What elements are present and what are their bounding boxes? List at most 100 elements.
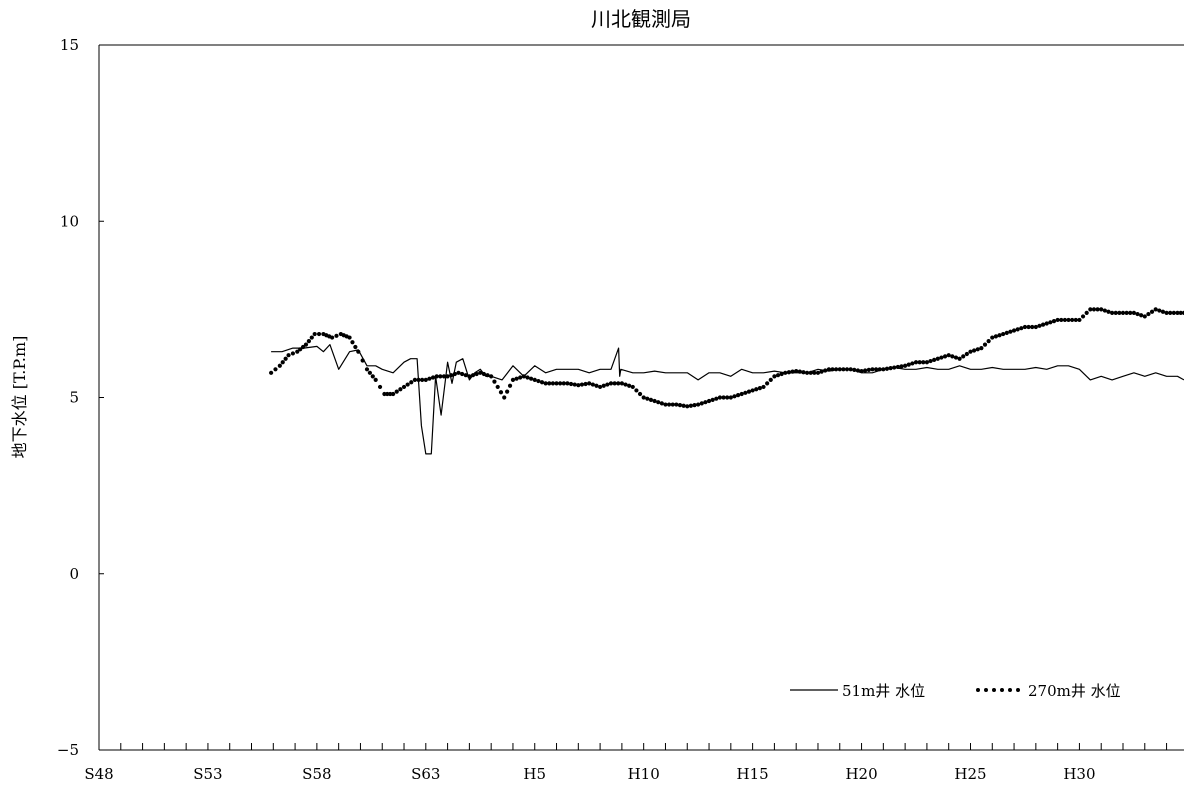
series-point-270m [525,375,530,380]
series-point-270m [841,367,846,372]
series-point-270m [587,381,592,386]
series-point-270m [870,367,875,372]
series-point-270m [939,355,944,360]
series-point-270m [888,366,893,371]
series-point-270m [470,373,476,378]
series-point-270m [269,370,274,375]
series-point-270m [1139,313,1144,318]
series-point-270m [280,360,285,365]
series-point-270m [576,383,581,388]
series-point-270m [539,380,545,385]
series-point-270m [692,403,697,408]
series-point-270m [356,349,361,354]
series-point-270m [521,374,526,379]
series-point-270m [505,389,510,394]
series-point-270m [990,335,995,340]
series-point-270m [942,354,948,359]
series-point-270m [416,377,421,382]
series-point-270m [532,377,537,382]
series-point-270m [283,356,288,361]
series-point-270m [866,367,871,372]
series-point-270m [452,371,457,377]
series-point-270m [739,391,744,397]
series-point-270m [290,351,296,356]
series-point-270m [968,349,973,354]
series-point-270m [627,383,632,388]
series-point-270m [529,376,534,381]
series-point-270m [561,381,566,386]
series-point-270m [1026,324,1031,330]
series-point-270m [1001,331,1006,337]
series-point-270m [786,370,792,375]
series-point-270m [895,364,900,370]
series-point-270m [1066,317,1071,323]
series-point-270m [312,331,317,337]
series-point-270m [823,368,828,373]
series-point-270m [706,398,712,404]
series-point-270m [641,395,646,400]
series-point-270m [663,402,668,407]
series-point-270m [677,403,683,408]
series-point-270m [1059,317,1064,323]
series-point-270m [1004,330,1009,335]
series-point-270m [732,394,737,399]
series-point-270m [583,381,588,387]
series-point-270m [608,381,614,386]
series-point-270m [1153,307,1158,312]
series-point-270m [903,363,908,368]
series-point-270m [768,377,773,382]
series-point-270m [717,395,723,400]
series-point-270m [434,374,439,379]
series-point-270m [1160,309,1166,314]
series-point-270m [775,373,781,378]
series-point-270m [783,370,788,375]
series-point-270m [986,339,991,344]
series-point-270m [273,367,278,372]
series-point-270m [1048,320,1053,325]
series-point-270m [489,374,494,379]
series-point-270m [1033,324,1038,330]
series-point-270m [485,373,490,378]
series-point-270m [928,358,933,364]
series-point-270m [360,358,365,363]
series-point-270m [334,333,339,338]
series-point-270m [681,403,686,408]
series-point-270m [409,380,414,385]
x-tick-label: S58 [302,765,331,783]
series-point-270m [834,367,839,372]
series-point-270m [330,335,335,340]
series-point-270m [350,340,355,345]
series-point-270m [300,344,306,350]
series-point-270m [382,391,387,397]
series-point-270m [1084,310,1089,315]
series-point-270m [630,384,635,390]
series-point-270m [438,374,443,379]
series-point-270m [957,356,962,361]
series-point-270m [554,381,559,386]
series-point-270m [634,388,639,393]
series-point-270m [1142,314,1147,319]
series-point-270m [830,367,835,372]
series-point-270m [859,368,864,374]
series-point-270m [1128,310,1133,315]
series-point-270m [295,349,300,354]
series-point-270m [388,391,393,397]
series-point-270m [975,347,980,352]
series-point-270m [1106,309,1111,314]
series-point-270m [1011,328,1017,333]
series-point-270m [826,367,831,372]
series-point-270m [568,381,574,387]
series-point-270m [441,374,447,379]
y-axis-ticks: −5 0 5 10 15 [57,36,104,759]
series-point-270m [467,374,472,379]
series-point-270m [797,369,802,374]
series-point-270m [598,384,603,390]
x-tick-label: S53 [193,765,222,783]
series-layer [269,307,1184,455]
series-point-270m [364,367,370,372]
series-point-270m [612,381,617,386]
x-tick-label: H20 [845,765,877,783]
series-point-270m [474,371,479,377]
series-point-270m [714,396,719,401]
series-point-270m [688,403,693,408]
